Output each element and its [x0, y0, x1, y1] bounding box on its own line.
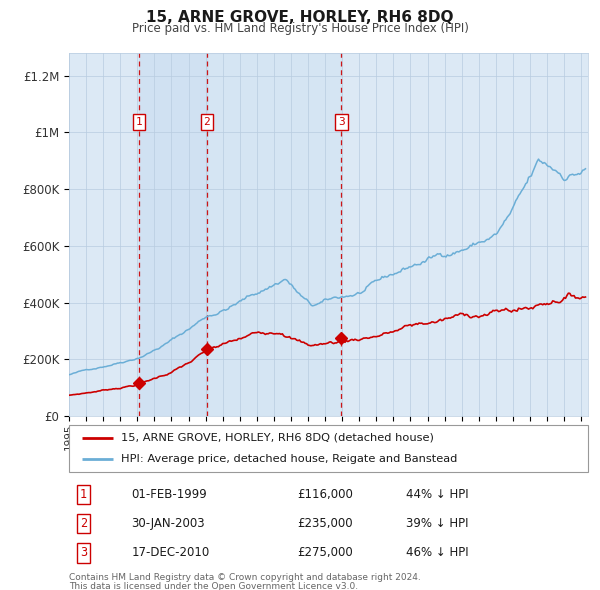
Text: 15, ARNE GROVE, HORLEY, RH6 8DQ: 15, ARNE GROVE, HORLEY, RH6 8DQ	[146, 10, 454, 25]
Text: 15, ARNE GROVE, HORLEY, RH6 8DQ (detached house): 15, ARNE GROVE, HORLEY, RH6 8DQ (detache…	[121, 432, 434, 442]
Text: 39% ↓ HPI: 39% ↓ HPI	[406, 517, 469, 530]
Text: 3: 3	[80, 546, 87, 559]
Text: Price paid vs. HM Land Registry's House Price Index (HPI): Price paid vs. HM Land Registry's House …	[131, 22, 469, 35]
Text: 1: 1	[135, 117, 142, 127]
Text: 46% ↓ HPI: 46% ↓ HPI	[406, 546, 469, 559]
Text: £275,000: £275,000	[298, 546, 353, 559]
Text: £235,000: £235,000	[298, 517, 353, 530]
Text: 17-DEC-2010: 17-DEC-2010	[131, 546, 209, 559]
Text: 3: 3	[338, 117, 345, 127]
Text: 1: 1	[80, 488, 87, 501]
Text: This data is licensed under the Open Government Licence v3.0.: This data is licensed under the Open Gov…	[69, 582, 358, 590]
Text: 2: 2	[203, 117, 211, 127]
Text: 30-JAN-2003: 30-JAN-2003	[131, 517, 205, 530]
Text: 44% ↓ HPI: 44% ↓ HPI	[406, 488, 469, 501]
Bar	[207, 53, 341, 416]
Text: 01-FEB-1999: 01-FEB-1999	[131, 488, 207, 501]
Text: £116,000: £116,000	[298, 488, 353, 501]
Text: HPI: Average price, detached house, Reigate and Banstead: HPI: Average price, detached house, Reig…	[121, 454, 457, 464]
FancyBboxPatch shape	[69, 425, 588, 472]
Text: 2: 2	[80, 517, 87, 530]
Bar	[139, 53, 207, 416]
Text: Contains HM Land Registry data © Crown copyright and database right 2024.: Contains HM Land Registry data © Crown c…	[69, 573, 421, 582]
